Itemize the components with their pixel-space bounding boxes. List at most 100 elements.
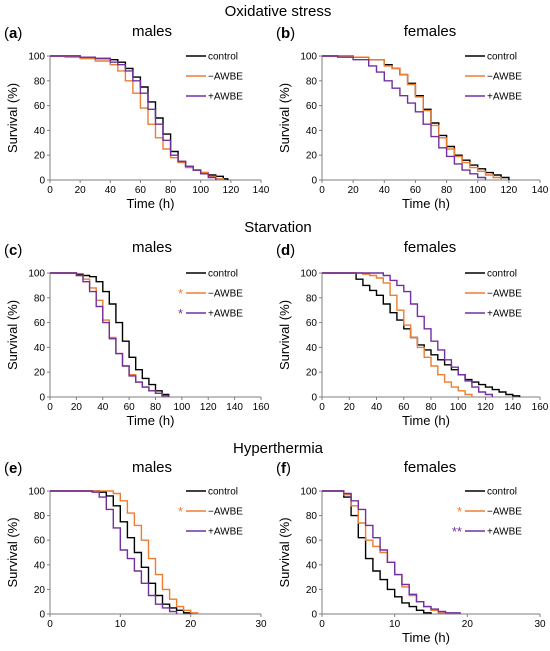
panel-e-significance-asterisk-2: * (178, 504, 183, 519)
panel-c-legend-label-1: control (208, 269, 238, 280)
panel-a-y-tick-label: 80 (34, 76, 46, 87)
panel-d-x-tick-label: 140 (504, 402, 521, 413)
panel-b-series-line-3 (322, 55, 487, 180)
panel-b-y-axis-title: Survival (%) (277, 83, 292, 153)
panel-b-x-axis-title: Time (h) (402, 196, 450, 211)
panel-f-x-tick-label: 10 (389, 619, 401, 630)
panel-e-legend-label-1: control (208, 487, 238, 498)
panel-d-x-tick-label: 80 (425, 402, 437, 413)
panel-d-x-tick-label: 40 (371, 402, 383, 413)
panel-a-series-line-2 (50, 55, 224, 180)
panel-d-x-tick-label: 120 (477, 402, 494, 413)
panel-d-x-tick-label: 60 (398, 402, 410, 413)
panel-a-legend-label-3: +AWBE (208, 92, 243, 103)
panel-b-x-tick-label: 20 (348, 185, 360, 196)
panel-b-y-tick-label: 60 (306, 101, 318, 112)
panel-a-y-axis-title: Survival (%) (5, 83, 20, 153)
panel-b-x-tick-label: 120 (501, 185, 518, 196)
panel-c-x-tick-label: 100 (174, 402, 191, 413)
panel-f-letter: (f) (276, 460, 291, 477)
panel-d-x-axis-title: Time (h) (402, 413, 450, 428)
panel-e-legend-label-2: −AWBE (208, 507, 243, 518)
panel-c-x-tick-label: 120 (200, 402, 217, 413)
panel-f-legend-label-3: +AWBE (487, 527, 522, 538)
panel-c-y-tick-label: 40 (34, 343, 46, 354)
section-title-oxidative: Oxidative stress (225, 3, 332, 20)
panel-f-sex-label: females (404, 459, 457, 476)
panel-c-significance-asterisk-2: * (178, 286, 183, 301)
panel-a-x-tick-label: 60 (135, 185, 147, 196)
panel-c-y-axis-title: Survival (%) (5, 300, 20, 370)
panel-d-x-tick-label: 160 (532, 402, 549, 413)
panel-c-x-axis-title: Time (h) (127, 413, 175, 428)
panel-c-significance-asterisk-3: * (178, 306, 183, 321)
panel-a-sex-label: males (132, 23, 172, 40)
panel-e-x-tick-label: 20 (185, 619, 197, 630)
panel-f-significance-asterisk-3: ** (452, 524, 462, 539)
panel-f-y-tick-label: 80 (306, 511, 318, 522)
panel-e-legend-label-3: +AWBE (208, 527, 243, 538)
panel-f-y-tick-label: 20 (306, 585, 318, 596)
panel-a-legend-label-1: control (208, 52, 238, 63)
panel-e-sex-label: males (132, 459, 172, 476)
panel-e-series-line-2 (50, 490, 199, 614)
panel-b-letter: (b) (276, 25, 295, 42)
panel-a-series-line-1 (50, 55, 229, 180)
panel-d-legend-label-3: +AWBE (487, 309, 522, 320)
panel-f-y-tick-label: 0 (311, 610, 317, 621)
panel-e-y-tick-label: 60 (34, 536, 46, 547)
panel-e-x-tick-label: 0 (47, 619, 53, 630)
panel-e-y-tick-label: 40 (34, 560, 46, 571)
panel-b-x-tick-label: 80 (441, 185, 453, 196)
panel-b-sex-label: females (404, 23, 457, 40)
panel-a-y-tick-label: 60 (34, 101, 46, 112)
panel-c-x-tick-label: 60 (124, 402, 136, 413)
panel-a-x-tick-label: 120 (223, 185, 240, 196)
panel-d-legend-label-1: control (487, 269, 517, 280)
panel-b-x-tick-label: 140 (532, 185, 549, 196)
panel-f-legend-label-1: control (487, 487, 517, 498)
panel-f-series-line-3 (322, 490, 461, 614)
panel-d-y-tick-label: 0 (311, 393, 317, 404)
panel-a-y-tick-label: 0 (39, 176, 45, 187)
section-title-starvation: Starvation (244, 219, 312, 236)
panel-d-legend-label-2: −AWBE (487, 289, 522, 300)
panel-c-y-tick-label: 60 (34, 318, 46, 329)
panel-a-x-tick-label: 0 (47, 185, 53, 196)
panel-a-y-tick-label: 40 (34, 126, 46, 137)
panel-b-x-tick-label: 60 (410, 185, 422, 196)
panel-b-series-line-2 (322, 55, 502, 180)
panel-c-x-tick-label: 160 (253, 402, 270, 413)
panel-a-y-tick-label: 20 (34, 151, 46, 162)
panel-c-x-tick-label: 80 (150, 402, 162, 413)
panel-d-series-line-2 (322, 272, 473, 397)
panel-e-letter: (e) (4, 460, 22, 477)
panel-f-y-tick-label: 100 (300, 487, 317, 498)
panel-e-y-tick-label: 20 (34, 585, 46, 596)
panel-b-y-tick-label: 100 (300, 52, 317, 63)
panel-f-x-axis-title: Time (h) (402, 630, 450, 645)
panel-c-sex-label: males (132, 239, 172, 256)
panel-b-legend-label-2: −AWBE (487, 72, 522, 83)
panel-e-series-line-3 (50, 490, 178, 614)
panel-d-y-tick-label: 80 (306, 293, 318, 304)
panel-c-series-line-1 (50, 272, 170, 397)
panel-b-series-line-1 (322, 55, 510, 180)
panel-c-legend-label-3: +AWBE (208, 309, 243, 320)
panel-d-y-axis-title: Survival (%) (277, 300, 292, 370)
panel-a-x-tick-label: 140 (253, 185, 270, 196)
panel-e-y-tick-label: 0 (39, 610, 45, 621)
panel-a-x-axis-title: Time (h) (127, 196, 175, 211)
panel-f-legend-label-2: −AWBE (487, 507, 522, 518)
panel-f-x-tick-label: 20 (462, 619, 474, 630)
panel-a-x-tick-label: 80 (165, 185, 177, 196)
panel-d-letter: (d) (276, 242, 295, 259)
panel-e-y-tick-label: 100 (28, 487, 45, 498)
panel-f-y-tick-label: 60 (306, 536, 318, 547)
panel-b-x-tick-label: 40 (379, 185, 391, 196)
panel-a-y-tick-label: 100 (28, 52, 45, 63)
panel-d-x-tick-label: 20 (344, 402, 356, 413)
panel-c-x-tick-label: 40 (97, 402, 109, 413)
panel-d-y-tick-label: 40 (306, 343, 318, 354)
